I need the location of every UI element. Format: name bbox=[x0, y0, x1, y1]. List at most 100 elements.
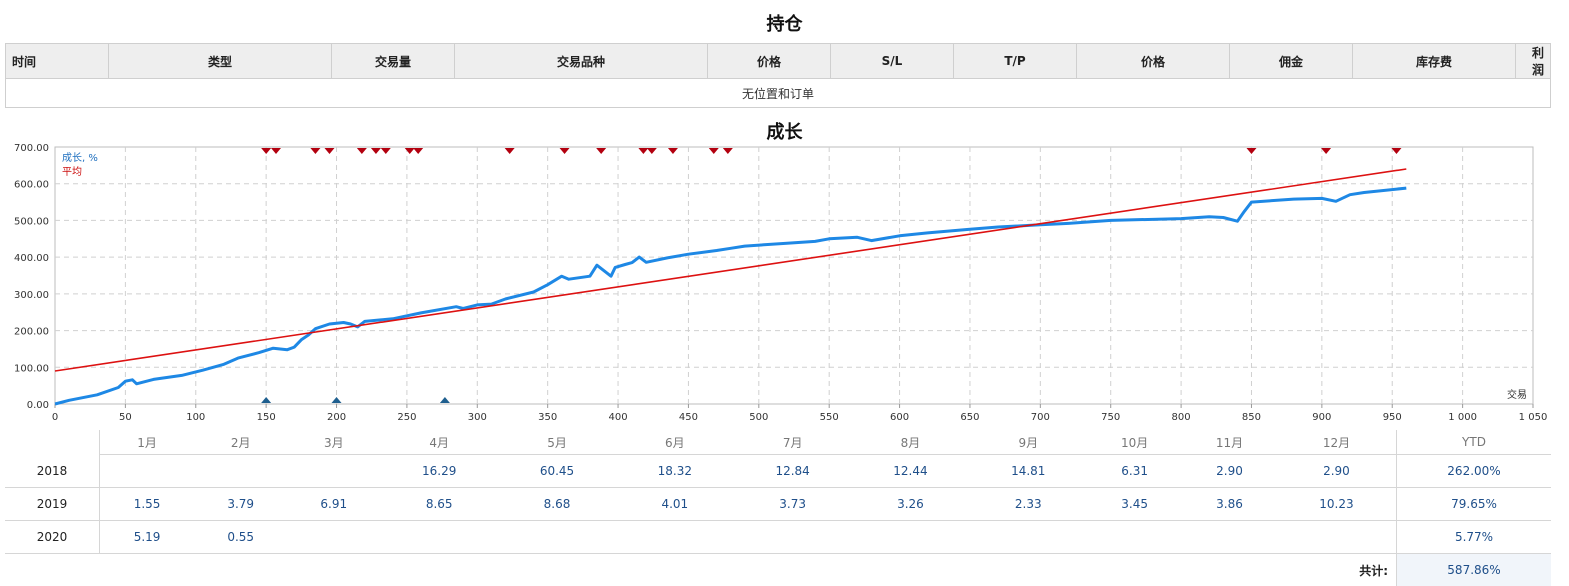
plot-frame bbox=[55, 147, 1533, 404]
positions-empty-row: 无位置和订单 bbox=[6, 79, 1551, 108]
month-value bbox=[616, 521, 734, 554]
month-header: 10月 bbox=[1087, 430, 1182, 455]
ytd-header: YTD bbox=[1397, 430, 1552, 455]
month-header: 9月 bbox=[969, 430, 1087, 455]
col-price-2[interactable]: 价格 bbox=[1077, 44, 1230, 79]
y-tick-label: 200.00 bbox=[14, 327, 49, 338]
x-tick-label: 250 bbox=[397, 412, 416, 423]
x-tick-label: 450 bbox=[679, 412, 698, 423]
col-commission[interactable]: 佣金 bbox=[1230, 44, 1353, 79]
month-header-corner bbox=[5, 430, 100, 455]
row-ytd: 262.00% bbox=[1397, 455, 1552, 488]
col-profit[interactable]: 利润 bbox=[1516, 44, 1551, 79]
month-value: 14.81 bbox=[969, 455, 1087, 488]
col-tp[interactable]: T/P bbox=[954, 44, 1077, 79]
x-tick-label: 1 050 bbox=[1519, 412, 1548, 423]
x-tick-label: 1 000 bbox=[1448, 412, 1477, 423]
month-header: 4月 bbox=[380, 430, 498, 455]
month-value: 16.29 bbox=[380, 455, 498, 488]
x-tick-label: 600 bbox=[890, 412, 909, 423]
month-header: 6月 bbox=[616, 430, 734, 455]
col-sl[interactable]: S/L bbox=[831, 44, 954, 79]
x-tick-label: 800 bbox=[1172, 412, 1191, 423]
month-value: 1.55 bbox=[100, 488, 195, 521]
month-value: 3.26 bbox=[852, 488, 970, 521]
month-value bbox=[852, 521, 970, 554]
x-tick-label: 200 bbox=[327, 412, 346, 423]
row-ytd: 5.77% bbox=[1397, 521, 1552, 554]
month-value: 3.79 bbox=[194, 488, 287, 521]
month-value bbox=[969, 521, 1087, 554]
x-tick-label: 750 bbox=[1101, 412, 1120, 423]
monthly-total-row: 共计:587.86% bbox=[5, 554, 1551, 586]
month-value: 60.45 bbox=[498, 455, 616, 488]
positions-empty-message: 无位置和订单 bbox=[6, 79, 1551, 108]
y-tick-label: 500.00 bbox=[14, 216, 49, 227]
month-value bbox=[287, 521, 380, 554]
month-value bbox=[1277, 521, 1397, 554]
x-tick-label: 500 bbox=[749, 412, 768, 423]
month-header: 8月 bbox=[852, 430, 970, 455]
month-header: 11月 bbox=[1182, 430, 1277, 455]
month-value bbox=[498, 521, 616, 554]
month-header: 12月 bbox=[1277, 430, 1397, 455]
month-value: 3.73 bbox=[734, 488, 852, 521]
month-value: 2.90 bbox=[1277, 455, 1397, 488]
row-year: 2020 bbox=[5, 521, 100, 554]
x-tick-label: 100 bbox=[186, 412, 205, 423]
month-value: 8.65 bbox=[380, 488, 498, 521]
col-time[interactable]: 时间 bbox=[6, 44, 109, 79]
y-tick-label: 100.00 bbox=[14, 363, 49, 374]
growth-chart: 0.00100.00200.00300.00400.00500.00600.00… bbox=[0, 138, 1569, 430]
month-value bbox=[287, 455, 380, 488]
col-symbol[interactable]: 交易品种 bbox=[455, 44, 708, 79]
month-header: 2月 bbox=[194, 430, 287, 455]
x-tick-label: 850 bbox=[1242, 412, 1261, 423]
row-year: 2019 bbox=[5, 488, 100, 521]
month-value bbox=[734, 521, 852, 554]
month-value: 6.31 bbox=[1087, 455, 1182, 488]
month-header: 5月 bbox=[498, 430, 616, 455]
legend-average: 平均 bbox=[62, 166, 82, 178]
x-tick-label: 550 bbox=[820, 412, 839, 423]
row-ytd: 79.65% bbox=[1397, 488, 1552, 521]
month-value: 3.86 bbox=[1182, 488, 1277, 521]
month-header: 3月 bbox=[287, 430, 380, 455]
month-value: 2.33 bbox=[969, 488, 1087, 521]
month-value: 8.68 bbox=[498, 488, 616, 521]
col-swap[interactable]: 库存费 bbox=[1353, 44, 1516, 79]
col-price[interactable]: 价格 bbox=[708, 44, 831, 79]
col-type[interactable]: 类型 bbox=[109, 44, 332, 79]
positions-table: 时间 类型 交易量 交易品种 价格 S/L T/P 价格 佣金 库存费 利润 无… bbox=[5, 43, 1551, 108]
positions-title: 持仓 bbox=[0, 10, 1569, 36]
x-tick-label: 700 bbox=[1031, 412, 1050, 423]
row-year: 2018 bbox=[5, 455, 100, 488]
month-value: 5.19 bbox=[100, 521, 195, 554]
x-tick-label: 400 bbox=[609, 412, 628, 423]
month-value: 0.55 bbox=[194, 521, 287, 554]
positions-header-row: 时间 类型 交易量 交易品种 价格 S/L T/P 价格 佣金 库存费 利润 bbox=[6, 44, 1551, 79]
y-tick-label: 300.00 bbox=[14, 290, 49, 301]
col-volume[interactable]: 交易量 bbox=[332, 44, 455, 79]
total-label: 共计: bbox=[5, 554, 1397, 586]
legend-growth: 成长, % bbox=[62, 152, 98, 164]
x-tick-label: 0 bbox=[52, 412, 58, 423]
month-value: 12.44 bbox=[852, 455, 970, 488]
x-tick-label: 350 bbox=[538, 412, 557, 423]
x-tick-label: 300 bbox=[468, 412, 487, 423]
x-axis-label: 交易 bbox=[1507, 388, 1527, 401]
x-tick-label: 150 bbox=[257, 412, 276, 423]
month-value: 2.90 bbox=[1182, 455, 1277, 488]
month-value: 3.45 bbox=[1087, 488, 1182, 521]
x-tick-label: 900 bbox=[1312, 412, 1331, 423]
month-value: 10.23 bbox=[1277, 488, 1397, 521]
month-value bbox=[100, 455, 195, 488]
month-value bbox=[1087, 521, 1182, 554]
month-value bbox=[194, 455, 287, 488]
